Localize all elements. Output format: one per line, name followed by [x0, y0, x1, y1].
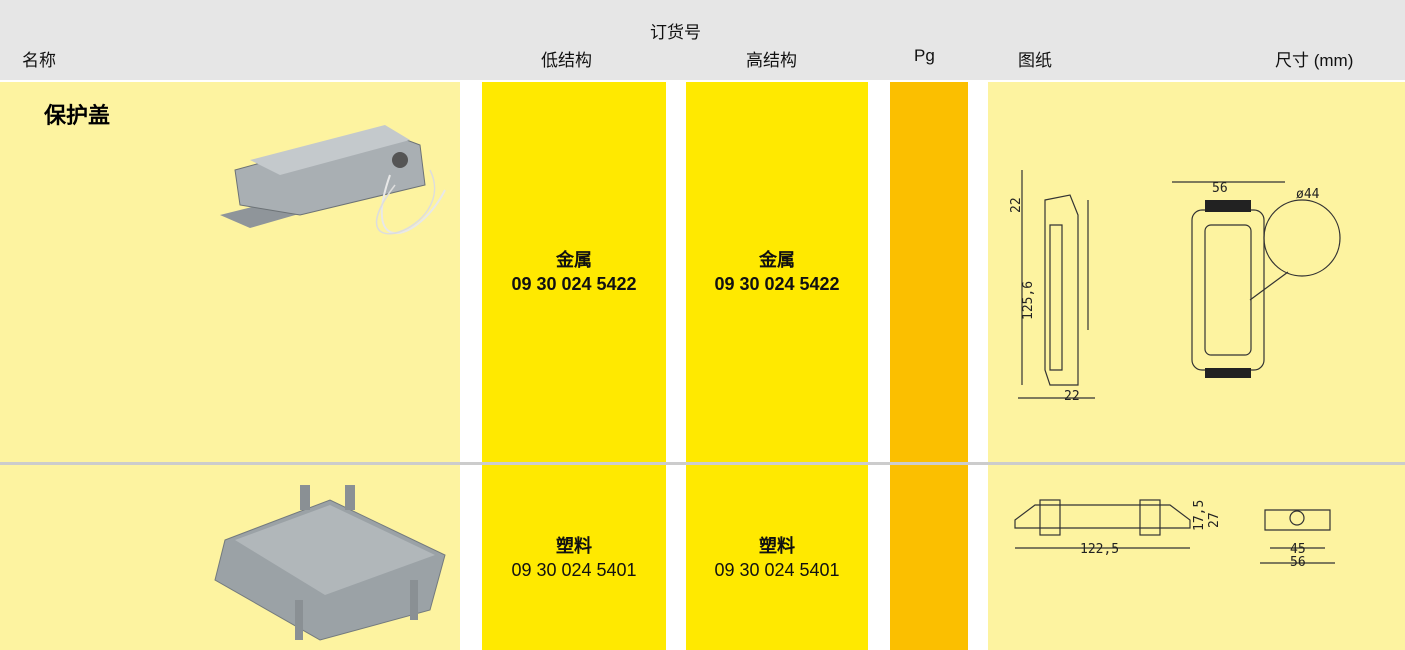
header-col: 名称	[22, 51, 56, 70]
pg-column	[890, 82, 968, 650]
header-col: 图纸	[1018, 51, 1052, 70]
low-column	[482, 82, 666, 650]
material: 塑料	[759, 535, 795, 556]
order-cell: 金属 09 30 024 5422	[686, 82, 868, 462]
technical-drawing: 22 125,6 22 56 ø44	[1009, 170, 1341, 404]
header-group: 订货号	[650, 23, 701, 42]
header-band	[0, 0, 1405, 80]
dimension-label: 22	[1009, 197, 1024, 213]
dimension-label: 56	[1290, 555, 1306, 570]
material: 金属	[759, 250, 795, 270]
dimension-label: 17,5	[1192, 500, 1207, 531]
order-number: 09 30 024 5401	[511, 559, 637, 580]
dimension-label: 27	[1207, 512, 1222, 528]
dimension-label: 45	[1290, 542, 1306, 557]
row-separator	[0, 462, 1405, 465]
material: 塑料	[556, 535, 592, 556]
header-col: 低结构	[541, 51, 592, 70]
order-number: 09 30 024 5422	[714, 274, 840, 294]
order-cell: 塑料 09 30 024 5401	[482, 465, 666, 650]
header-col: Pg	[914, 46, 935, 65]
drawing-column	[988, 82, 1405, 650]
dimension-label: 125,6	[1021, 281, 1036, 320]
row-name: 保护盖	[44, 103, 111, 128]
dimension-label: 56	[1212, 181, 1228, 196]
order-number: 09 30 024 5422	[511, 274, 637, 294]
high-column	[686, 82, 868, 650]
product-photo	[220, 125, 446, 235]
material: 金属	[556, 250, 592, 270]
order-cell: 塑料 09 30 024 5401	[686, 465, 868, 650]
header-col: 尺寸 (mm)	[1275, 51, 1354, 70]
order-cell: 金属 09 30 024 5422	[482, 82, 666, 462]
order-number: 09 30 024 5401	[714, 559, 840, 580]
dimension-label: 122,5	[1080, 542, 1119, 557]
product-photo	[214, 485, 446, 641]
header-col: 高结构	[746, 51, 797, 70]
technical-drawing: 17,5 27 122,5 45 56	[1014, 499, 1335, 570]
dimension-label: ø44	[1296, 187, 1320, 202]
dimension-label: 22	[1064, 389, 1080, 404]
